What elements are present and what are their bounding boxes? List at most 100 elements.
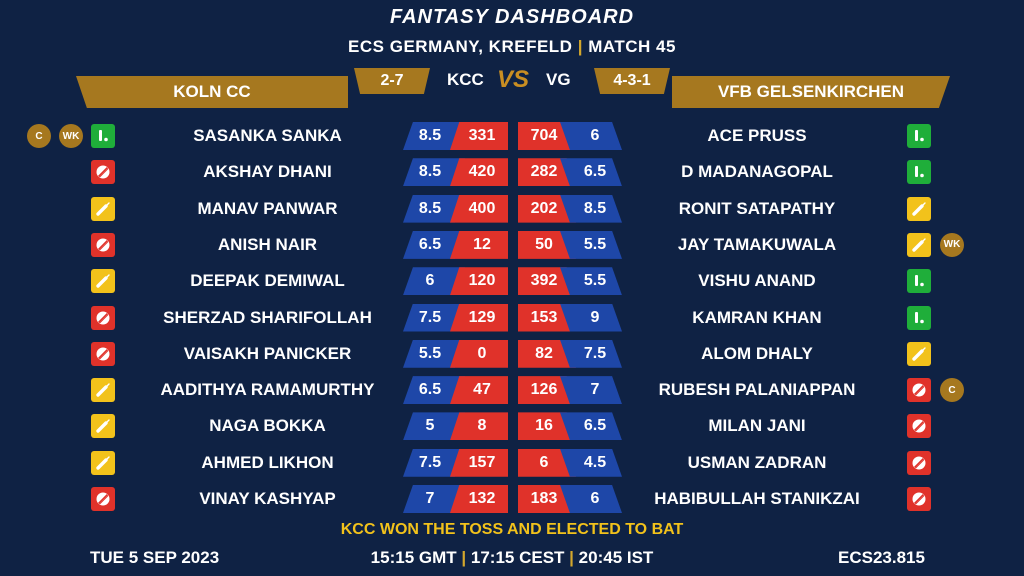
points-left: 120 xyxy=(450,267,508,296)
keeper-icon xyxy=(91,124,115,148)
points-left: 157 xyxy=(450,448,508,477)
player-name-left: SASANKA SANKA xyxy=(193,126,342,145)
player-name-left: NAGA BOKKA xyxy=(209,416,326,436)
captain-badge: C xyxy=(940,378,964,403)
subtitle-separator: | xyxy=(577,37,583,56)
credit-right: 8.5 xyxy=(560,194,622,223)
player-name-left: VINAY KASHYAP xyxy=(199,489,336,508)
match-code: ECS23.815 xyxy=(838,548,925,567)
points-left: 132 xyxy=(450,485,508,513)
keeper-icon xyxy=(907,269,931,294)
player-name-right: VISHU ANAND xyxy=(698,271,816,291)
keeper-icon xyxy=(907,305,931,330)
ball-icon xyxy=(91,232,115,257)
player-name-left: AKSHAY DHANI xyxy=(203,162,332,182)
player-row: DEEPAK DEMIWAL 6 120 392 5.5 VISHU ANAND xyxy=(0,266,1024,296)
match-subtitle: ECS GERMANY, KREFELD | MATCH 45 xyxy=(0,37,1024,57)
points-left: 0 xyxy=(450,339,508,368)
team-right-abbr: VG xyxy=(546,70,571,89)
points-left: 331 xyxy=(450,122,508,150)
credit-right: 6.5 xyxy=(560,412,622,441)
bat-icon xyxy=(91,414,115,439)
credit-right: 5.5 xyxy=(560,267,622,296)
points-left: 47 xyxy=(450,376,508,405)
points-left: 129 xyxy=(450,303,508,332)
player-row: AKSHAY DHANI 8.5 420 282 6.5 D MADANAGOPAL xyxy=(0,157,1024,187)
points-left: 420 xyxy=(450,158,508,187)
match-times: 15:15 GMT | 17:15 CEST | 20:45 IST xyxy=(0,548,1024,568)
bat-icon xyxy=(907,232,931,257)
points-left: 12 xyxy=(450,230,508,259)
credit-right: 7 xyxy=(560,376,622,405)
time-cest: 17:15 CEST xyxy=(470,548,565,567)
team-right-banner: VFB GELSENKIRCHEN xyxy=(672,76,950,108)
venue-label: ECS GERMANY, KREFELD xyxy=(348,37,573,56)
team-left-banner: KOLN CC xyxy=(76,76,348,108)
ball-icon xyxy=(91,160,115,185)
player-name-right: D MADANAGOPAL xyxy=(681,162,833,182)
player-row: AADITHYA RAMAMURTHY 6.5 47 126 7 RUBESH PALAN… xyxy=(0,375,1024,405)
player-name-left: VAISAKH PANICKER xyxy=(183,343,352,363)
player-name-right: USMAN ZADRAN xyxy=(687,452,827,472)
points-left: 8 xyxy=(450,412,508,441)
player-row: VAISAKH PANICKER 5.5 0 82 7.5 ALOM DHALY xyxy=(0,339,1024,369)
player-name-right: RUBESH PALANIAPPAN xyxy=(658,380,856,400)
ball-icon xyxy=(91,305,115,330)
ball-icon xyxy=(91,341,115,366)
player-name-right: ACE PRUSS xyxy=(707,126,807,145)
player-name-right: KAMRAN KHAN xyxy=(692,307,822,327)
player-name-left: SHERZAD SHARIFOLLAH xyxy=(163,307,372,327)
bat-icon xyxy=(91,196,115,221)
time-separator: | xyxy=(461,548,467,567)
player-name-left: MANAV PANWAR xyxy=(197,198,338,218)
player-row: NAGA BOKKA 5 8 16 6.5 MILAN JANI xyxy=(0,411,1024,441)
player-name-right: MILAN JANI xyxy=(708,416,806,436)
time-gmt: 15:15 GMT xyxy=(370,548,457,567)
credit-right: 4.5 xyxy=(560,448,622,477)
dashboard-title: FANTASY DASHBOARD xyxy=(389,6,635,28)
time-ist: 20:45 IST xyxy=(578,548,654,567)
bat-icon xyxy=(91,269,115,294)
credit-right: 9 xyxy=(560,303,622,332)
time-separator: | xyxy=(569,548,574,567)
wicketkeeper-badge: WK xyxy=(940,232,964,257)
vs-icon: VS xyxy=(497,66,530,93)
bat-icon xyxy=(907,341,931,366)
player-name-left: DEEPAK DEMIWAL xyxy=(190,271,345,291)
points-left: 400 xyxy=(450,194,508,223)
ball-icon xyxy=(907,450,931,475)
player-row: AHMED LIKHON 7.5 157 6 4.5 USMAN ZADRAN xyxy=(0,448,1024,478)
player-name-left: ANISH NAIR xyxy=(217,234,318,254)
credit-right: 7.5 xyxy=(560,339,622,368)
player-name-right: JAY TAMAKUWALA xyxy=(677,234,837,254)
ball-icon xyxy=(91,487,115,511)
credit-right: 6 xyxy=(560,122,622,150)
wicketkeeper-badge: WK xyxy=(59,124,83,148)
credit-right: 6.5 xyxy=(560,158,622,187)
player-name-left: AHMED LIKHON xyxy=(201,452,334,472)
team-left-abbr: KCC xyxy=(447,70,484,89)
player-row: SHERZAD SHARIFOLLAH 7.5 129 153 9 KAMRAN KHAN xyxy=(0,303,1024,333)
captain-badge: C xyxy=(27,124,51,148)
player-row: C WK SASANKA SANKA 8.5 331 704 6 ACE PRUSS xyxy=(0,121,1024,151)
bat-icon xyxy=(91,450,115,475)
player-name-left: AADITHYA RAMAMURTHY xyxy=(160,380,375,400)
keeper-icon xyxy=(907,160,931,185)
match-date: TUE 5 SEP 2023 xyxy=(90,548,220,567)
player-row: ANISH NAIR 6.5 12 50 5.5 JAY TAMAKUWALA WK xyxy=(0,230,1024,260)
credit-right: 5.5 xyxy=(560,230,622,259)
bat-icon xyxy=(907,196,931,221)
match-label: MATCH 45 xyxy=(588,37,676,56)
ball-icon xyxy=(907,487,931,511)
ball-icon xyxy=(907,414,931,439)
keeper-icon xyxy=(907,124,931,148)
player-row: MANAV PANWAR 8.5 400 202 8.5 RONIT SATAPATHY xyxy=(0,194,1024,224)
player-name-right: ALOM DHALY xyxy=(701,343,813,363)
toss-result: KCC WON THE TOSS AND ELECTED TO BAT xyxy=(340,521,684,538)
credit-right: 6 xyxy=(560,485,622,513)
team-left-form: 2-7 xyxy=(354,68,430,94)
team-right-form: 4-3-1 xyxy=(594,68,670,94)
ball-icon xyxy=(907,378,931,403)
bat-icon xyxy=(91,378,115,403)
player-name-right: HABIBULLAH STANIKZAI xyxy=(654,489,860,508)
